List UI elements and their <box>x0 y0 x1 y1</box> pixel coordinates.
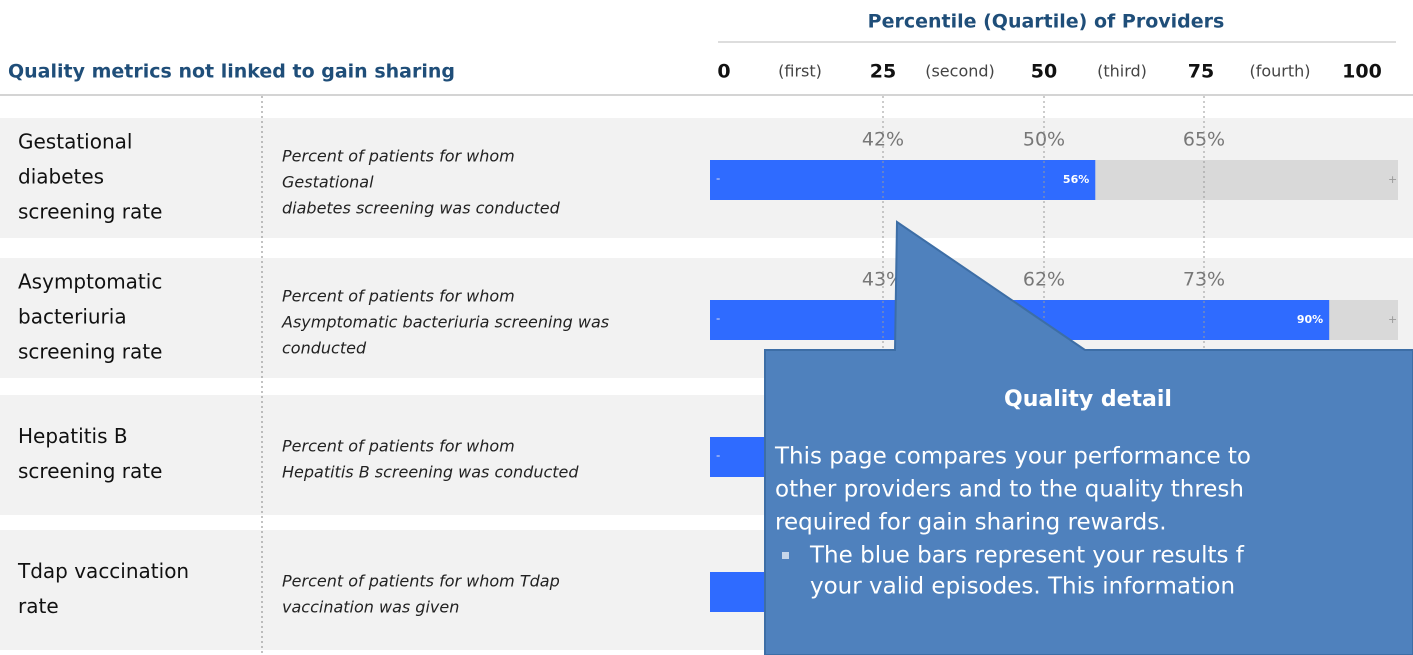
metric-description: Hepatitis B screening was conducted <box>282 463 579 482</box>
metric-name: screening rate <box>18 200 162 224</box>
percentile-value: 65% <box>1183 129 1225 151</box>
metric-name: Gestational <box>18 130 132 154</box>
metric-name: Hepatitis B <box>18 424 128 448</box>
content: Percentile (Quartile) of Providers Qualit… <box>0 11 1413 655</box>
callout-text: required for gain sharing rewards. <box>775 510 1167 536</box>
metric-description: vaccination was given <box>282 598 459 617</box>
percentile-value: 43% <box>862 269 904 291</box>
bar-label: 56% <box>1063 173 1089 186</box>
plus-sign: + <box>1388 173 1397 186</box>
bar-label: 90% <box>1297 313 1323 326</box>
axis-label: 0 <box>717 61 730 83</box>
bullet <box>782 552 789 559</box>
callout-box <box>764 220 1413 655</box>
minus-sign: - <box>716 312 720 326</box>
axis-label: (first) <box>778 62 822 81</box>
axis-label: (fourth) <box>1249 62 1310 81</box>
percentile-value: 62% <box>1023 269 1065 291</box>
plus-sign: + <box>1388 313 1397 326</box>
metric-description: Percent of patients for whom <box>282 287 515 306</box>
metric-name: Tdap vaccination <box>17 559 189 583</box>
percentile-value: 42% <box>862 129 904 151</box>
metric-description: Percent of patients for whom <box>282 147 515 166</box>
metric-description: conducted <box>282 339 367 358</box>
callout-bullet-text: your valid episodes. This information <box>810 574 1235 600</box>
percentile-value: 73% <box>1183 269 1225 291</box>
metric-description: diabetes screening was conducted <box>282 199 561 218</box>
metric-name: bacteriuria <box>18 305 127 329</box>
percentile-value: 50% <box>1023 129 1065 151</box>
section-title: Quality metrics not linked to gain shari… <box>8 61 455 83</box>
axis-label: (third) <box>1097 62 1147 81</box>
minus-sign: - <box>716 449 720 463</box>
axis-label: 75 <box>1188 61 1214 83</box>
axis-label: (second) <box>925 62 995 81</box>
metric-description: Asymptomatic bacteriuria screening was <box>281 313 609 332</box>
axis-label: 50 <box>1031 61 1057 83</box>
callout-text: This page compares your performance to <box>774 444 1251 470</box>
metric-description: Gestational <box>282 173 374 192</box>
percentile-title: Percentile (Quartile) of Providers <box>868 11 1225 33</box>
axis-label: 100 <box>1342 61 1382 83</box>
minus-sign: - <box>716 172 720 186</box>
metric-name: Asymptomatic <box>18 270 162 294</box>
metric-name: screening rate <box>18 340 162 364</box>
callout-bullet-text: The blue bars represent your results f <box>809 543 1245 569</box>
callout-text: other providers and to the quality thres… <box>775 477 1244 503</box>
metric-description: Percent of patients for whom <box>282 437 515 456</box>
axis-label: 25 <box>870 61 896 83</box>
metric-description: Percent of patients for whom Tdap <box>282 572 560 591</box>
metric-name: screening rate <box>18 459 162 483</box>
metric-name: rate <box>18 594 59 618</box>
metric-name: diabetes <box>18 165 104 189</box>
result-bar <box>710 160 1096 200</box>
callout-title: Quality detail <box>1004 387 1172 412</box>
